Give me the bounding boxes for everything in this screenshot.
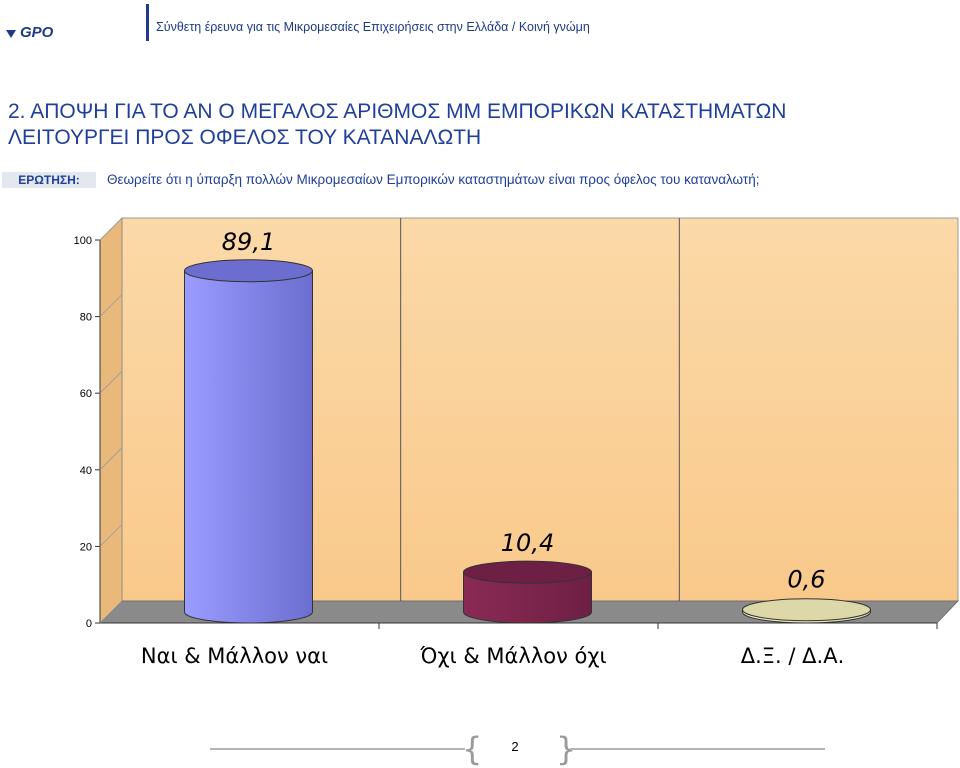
y-depth-line [99, 217, 123, 241]
y-depth-line [99, 524, 123, 547]
y-depth-line [99, 600, 123, 624]
footer-line-left [210, 748, 465, 750]
page-title: 2. ΑΠΟΨΗ ΓΙΑ ΤΟ ΑΝ Ο ΜΕΓΑΛΟΣ ΑΡΙΘΜΟΣ ΜΜ … [8, 99, 958, 151]
footer-brace-right: } [556, 730, 577, 768]
y-tick-label: 80 [80, 312, 92, 324]
title-line-1: 2. ΑΠΟΨΗ ΓΙΑ ΤΟ ΑΝ Ο ΜΕΓΑΛΟΣ ΑΡΙΘΜΟΣ ΜΜ … [8, 100, 787, 123]
x-category-label: Ναι & Μάλλον ναι [141, 644, 328, 668]
y-depth-line [99, 447, 123, 471]
x-category-label: Δ.Ξ. / Δ.Α. [741, 644, 845, 668]
header: GPO Σύνθετη έρευνα για τις Μικρομεσαίες … [0, 0, 960, 60]
footer-brace-left: { [462, 730, 483, 768]
title-line-2: ΛΕΙΤΟΥΡΓΕΙ ΠΡΟΣ ΟΦΕΛΟΣ ΤΟΥ ΚΑΤΑΝΑΛΩΤΗ [8, 126, 482, 149]
x-category-label: Όχι & Μάλλον όχι [419, 644, 606, 668]
data-label: 10,4 [501, 529, 554, 557]
bar-chart: 0 20 40 60 80 100 89,1 Ναι & Μάλλον ναι 10,4 Όχι … [74, 217, 959, 668]
bar-top [463, 560, 592, 584]
y-tick-label: 20 [80, 541, 92, 553]
logo-text: GPO [20, 24, 54, 41]
bar-1 [184, 259, 313, 624]
chart-side-wall [99, 217, 123, 624]
header-divider [146, 4, 149, 41]
footer-line-right [570, 748, 825, 750]
page-number: 2 [511, 739, 519, 754]
bar-top [742, 598, 871, 622]
bar-top [184, 259, 313, 283]
question-label: ΕΡΩΤΗΣΗ: [2, 172, 96, 188]
data-label: 0,6 [787, 566, 825, 594]
bar-2 [463, 560, 592, 624]
bar-3 [742, 598, 871, 624]
data-label: 89,1 [222, 228, 275, 256]
y-tick-label: 100 [74, 235, 92, 247]
y-tick-label: 60 [80, 388, 92, 400]
gpo-logo: GPO [6, 24, 54, 41]
y-tick-label: 40 [80, 465, 92, 477]
bar-body [463, 571, 592, 624]
y-depth-line [99, 370, 123, 394]
y-tick-label: 0 [86, 618, 92, 630]
question-text: Θεωρείτε ότι η ύπαρξη πολλών Μικρομεσαίω… [107, 172, 760, 187]
y-depth-line [99, 294, 123, 317]
header-subtitle: Σύνθετη έρευνα για τις Μικρομεσαίες Επιχ… [156, 20, 590, 34]
bar-body [184, 270, 313, 624]
